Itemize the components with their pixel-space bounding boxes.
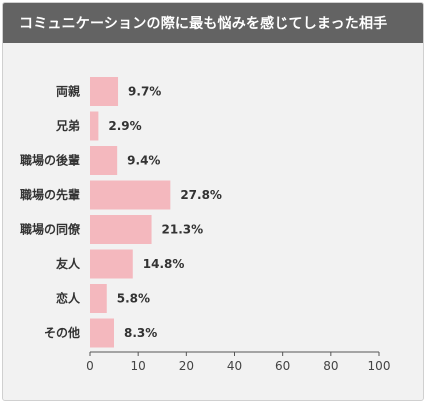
bar (90, 77, 119, 106)
bar (90, 146, 118, 175)
x-tick-label: 10 (131, 359, 146, 373)
category-label: 友人 (55, 256, 81, 271)
value-label: 9.4% (127, 154, 160, 168)
title-bar: コミュニケーションの際に最も悩みを感じてしまった相手 (3, 3, 423, 43)
category-label: 兄弟 (55, 118, 80, 133)
bar (90, 249, 133, 279)
bar (90, 215, 152, 244)
x-tick-label: 20 (179, 359, 194, 373)
bar (90, 284, 107, 313)
category-label: 恋人 (56, 291, 81, 306)
x-tick-label: 60 (275, 359, 290, 373)
category-label: 職場の先輩 (20, 187, 80, 202)
bar (90, 111, 99, 141)
value-label: 14.8% (143, 257, 185, 271)
chart-title: コミュニケーションの際に最も悩みを感じてしまった相手 (19, 16, 388, 32)
value-label: 9.7% (128, 85, 161, 99)
category-label: 職場の同僚 (20, 222, 81, 237)
bar (90, 318, 114, 348)
x-tick-label: 100 (368, 359, 391, 373)
category-label: 職場の後輩 (20, 153, 80, 168)
category-label: その他 (44, 325, 80, 340)
value-label: 8.3% (124, 326, 157, 340)
x-tick-label: 40 (227, 359, 242, 373)
value-label: 21.3% (162, 223, 204, 237)
value-label: 5.8% (117, 292, 150, 306)
x-tick-label: 0 (86, 359, 94, 373)
value-label: 27.8% (180, 188, 222, 202)
category-label: 両親 (56, 84, 80, 99)
bar (90, 180, 171, 210)
x-tick-label: 80 (323, 359, 338, 373)
bar-chart: 両親 9.7% 兄弟 2.9% 職場の後輩 9.4% 職場の先輩 27.8% 職場の同僚 21.3… (20, 77, 391, 373)
value-label: 2.9% (108, 119, 141, 133)
